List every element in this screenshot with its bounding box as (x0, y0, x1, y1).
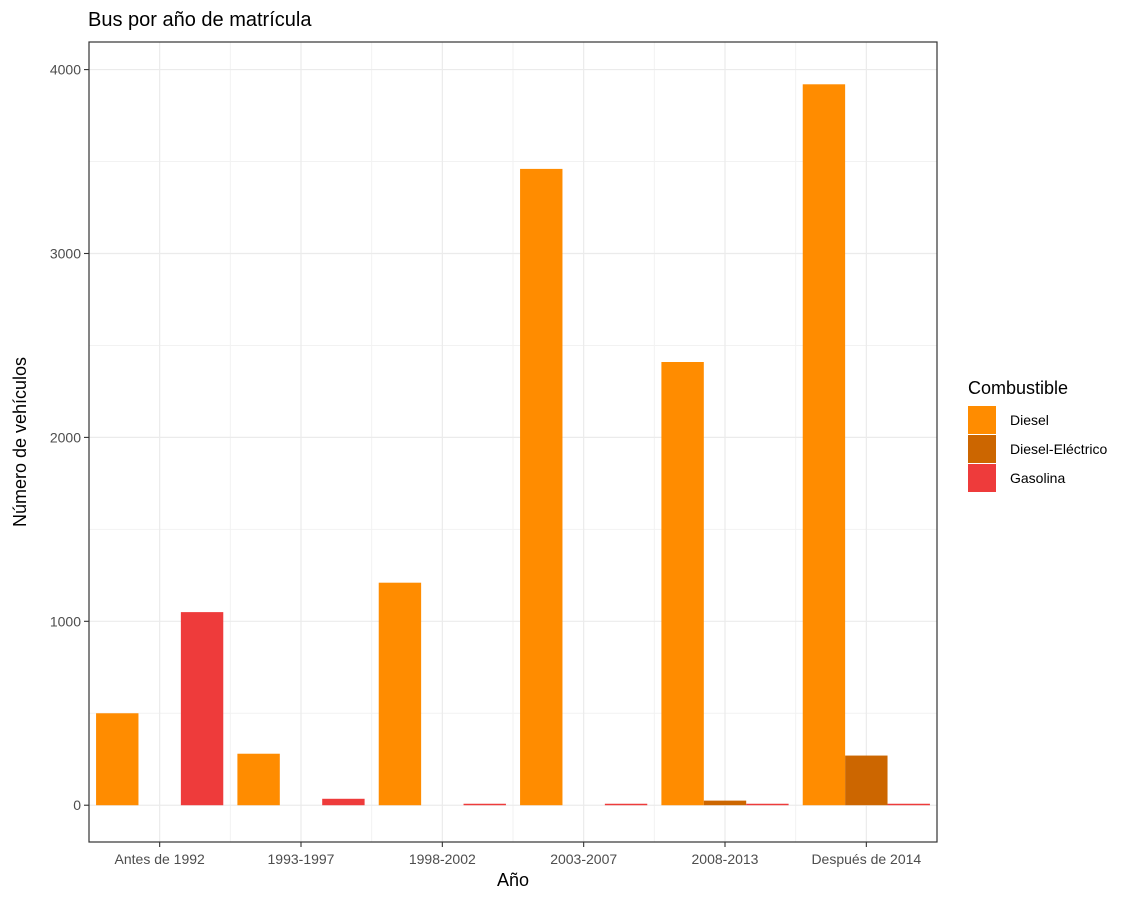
x-tick-label: 2003-2007 (550, 851, 617, 867)
x-tick-label: 1998-2002 (409, 851, 476, 867)
bar (463, 803, 506, 806)
y-axis-title: Número de vehículos (10, 357, 30, 527)
bar (96, 713, 139, 806)
chart-title: Bus por año de matrícula (88, 9, 312, 31)
bar (887, 803, 930, 806)
x-tick-label: 2008-2013 (692, 851, 759, 867)
y-tick-label: 3000 (50, 245, 81, 261)
legend-key (968, 435, 996, 463)
legend-title: Combustible (968, 378, 1068, 398)
bar (378, 582, 422, 806)
legend-label: Diesel-Eléctrico (1010, 441, 1107, 457)
y-tick-label: 1000 (50, 613, 81, 629)
plot-area: 0 1000 2000 3000 4000 Antes de 1992 1993-1997 1… (50, 41, 938, 867)
bar (703, 800, 747, 806)
bar (237, 753, 280, 806)
legend: Combustible Diesel Diesel-Eléctrico Gasoli… (968, 378, 1107, 492)
y-tick-label: 2000 (50, 429, 81, 445)
bar (604, 803, 648, 806)
legend-key (968, 406, 996, 434)
y-tick-label: 0 (73, 797, 81, 813)
bar (180, 612, 224, 806)
bar (746, 803, 789, 806)
y-tick-label: 4000 (50, 62, 81, 78)
bar (322, 798, 365, 806)
legend-key (968, 464, 996, 492)
x-tick-label: Antes de 1992 (115, 851, 206, 867)
x-axis-title: Año (497, 870, 529, 890)
bar (845, 755, 888, 806)
x-tick-label: Después de 2014 (811, 851, 921, 867)
bar (520, 168, 563, 806)
plot-border (88, 41, 938, 843)
legend-label: Diesel (1010, 412, 1049, 428)
bar (661, 362, 704, 806)
x-tick-label: 1993-1997 (268, 851, 335, 867)
legend-label: Gasolina (1010, 470, 1065, 486)
bar (802, 84, 846, 806)
